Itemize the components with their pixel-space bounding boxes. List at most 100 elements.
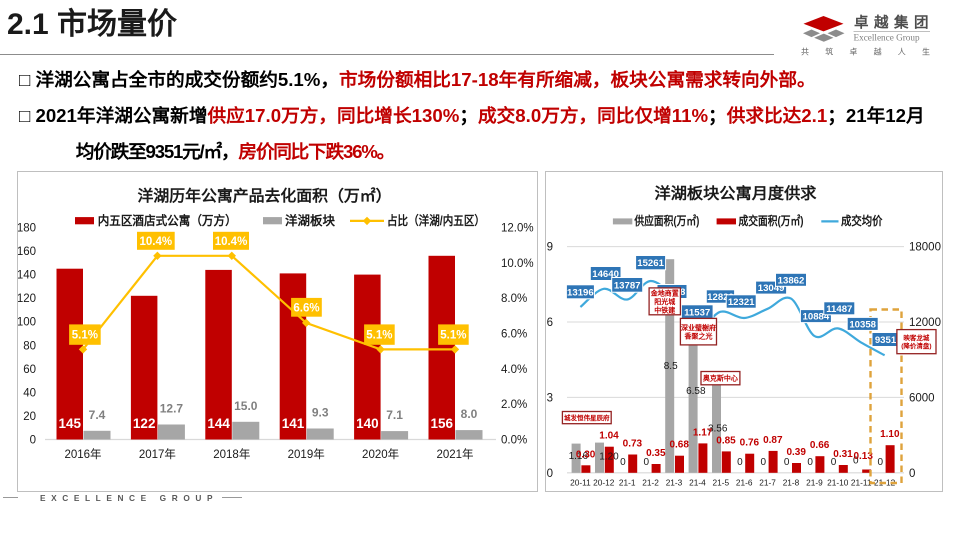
svg-text:奥克斯中心: 奥克斯中心	[703, 373, 738, 382]
svg-text:20-11: 20-11	[570, 477, 591, 487]
svg-text:160: 160	[18, 246, 36, 258]
svg-text:0.66: 0.66	[810, 440, 830, 451]
svg-text:18000: 18000	[909, 241, 941, 253]
svg-text:13862: 13862	[778, 275, 805, 286]
svg-text:洋湖板块公寓月度供求: 洋湖板块公寓月度供求	[655, 183, 818, 202]
svg-text:成交面积(万㎡): 成交面积(万㎡)	[739, 213, 804, 228]
svg-text:深业璧榭府: 深业璧榭府	[681, 322, 716, 331]
svg-text:144: 144	[207, 416, 230, 431]
svg-text:2019年: 2019年	[288, 447, 325, 461]
svg-text:120: 120	[18, 293, 36, 305]
svg-text:21-1: 21-1	[619, 477, 636, 487]
svg-text:21-8: 21-8	[783, 477, 800, 487]
svg-text:3: 3	[547, 392, 553, 404]
svg-text:10.4%: 10.4%	[215, 235, 248, 247]
svg-text:5.1%: 5.1%	[366, 329, 392, 341]
svg-text:0.13: 0.13	[853, 451, 873, 462]
svg-text:1.10: 1.10	[880, 429, 900, 440]
svg-text:100: 100	[18, 316, 36, 328]
svg-text:0.73: 0.73	[623, 438, 643, 449]
svg-text:0.31: 0.31	[833, 449, 853, 460]
svg-text:6: 6	[547, 317, 553, 329]
svg-text:6.0%: 6.0%	[501, 328, 527, 340]
svg-text:141: 141	[282, 416, 305, 431]
svg-text:10.4%: 10.4%	[139, 235, 172, 247]
svg-text:21-7: 21-7	[759, 477, 776, 487]
svg-text:0.39: 0.39	[786, 447, 806, 458]
svg-text:60: 60	[23, 363, 36, 375]
svg-text:15.0: 15.0	[234, 398, 258, 412]
svg-text:0.0%: 0.0%	[501, 434, 527, 446]
svg-text:21-4: 21-4	[689, 477, 706, 487]
svg-text:1.20: 1.20	[599, 451, 619, 462]
svg-text:2017年: 2017年	[139, 447, 176, 461]
svg-text:0.30: 0.30	[576, 449, 596, 460]
svg-text:0: 0	[620, 457, 626, 468]
svg-text:0: 0	[853, 455, 859, 466]
svg-text:0: 0	[737, 457, 743, 468]
svg-text:1.17: 1.17	[693, 427, 713, 438]
svg-text:10884: 10884	[803, 311, 830, 322]
svg-text:21-5: 21-5	[712, 477, 729, 487]
svg-text:10358: 10358	[849, 319, 876, 330]
svg-text:7.1: 7.1	[386, 408, 403, 422]
svg-text:20: 20	[23, 410, 36, 422]
svg-text:21-6: 21-6	[736, 477, 753, 487]
svg-text:中铁建: 中铁建	[654, 305, 676, 314]
svg-text:0.35: 0.35	[646, 448, 666, 459]
svg-text:140: 140	[356, 416, 379, 431]
svg-text:供应面积(万㎡): 供应面积(万㎡)	[634, 213, 700, 228]
svg-text:1.04: 1.04	[599, 430, 619, 441]
svg-text:Excellence Group: Excellence Group	[854, 33, 920, 43]
svg-text:12.0%: 12.0%	[501, 222, 534, 234]
svg-text:12321: 12321	[728, 297, 755, 308]
svg-text:6000: 6000	[909, 392, 935, 404]
svg-text:0.87: 0.87	[763, 434, 783, 445]
svg-text:洋湖历年公寓产品去化面积（万㎡）: 洋湖历年公寓产品去化面积（万㎡）	[138, 186, 392, 205]
svg-text:香聚之光: 香聚之光	[684, 331, 713, 340]
svg-text:0: 0	[878, 457, 884, 468]
svg-text:0: 0	[784, 457, 790, 468]
svg-text:140: 140	[18, 269, 36, 281]
svg-text:0.85: 0.85	[716, 435, 736, 446]
svg-text:2.0%: 2.0%	[501, 399, 527, 411]
svg-text:阳光城: 阳光城	[654, 296, 675, 305]
svg-text:0.68: 0.68	[669, 439, 689, 450]
svg-text:0: 0	[30, 434, 36, 446]
svg-text:2020年: 2020年	[362, 447, 399, 461]
svg-text:8.0%: 8.0%	[501, 293, 527, 305]
svg-text:0: 0	[909, 467, 915, 479]
svg-text:13787: 13787	[614, 280, 641, 291]
svg-text:21-11: 21-11	[851, 477, 872, 487]
svg-text:13049: 13049	[758, 283, 785, 294]
svg-text:6.6%: 6.6%	[293, 302, 319, 314]
svg-text:21-10: 21-10	[827, 477, 849, 487]
svg-text:21-9: 21-9	[806, 477, 823, 487]
svg-text:11487: 11487	[826, 303, 852, 314]
svg-text:145: 145	[59, 416, 82, 431]
svg-text:0: 0	[761, 457, 767, 468]
svg-text:15261: 15261	[637, 258, 664, 269]
svg-text:0.76: 0.76	[740, 437, 760, 448]
svg-text:金地商置: 金地商置	[650, 288, 679, 297]
svg-text:0: 0	[807, 457, 813, 468]
svg-text:8.0: 8.0	[461, 407, 478, 421]
svg-text:21-2: 21-2	[642, 477, 659, 487]
svg-text:180: 180	[18, 222, 36, 234]
svg-text:9.3: 9.3	[312, 405, 329, 419]
svg-text:21-3: 21-3	[666, 477, 683, 487]
svg-text:122: 122	[133, 416, 156, 431]
svg-text:5.1%: 5.1%	[72, 329, 98, 341]
svg-text:8.5: 8.5	[664, 361, 678, 372]
svg-text:7.4: 7.4	[89, 407, 106, 421]
svg-text:9351: 9351	[875, 335, 897, 346]
svg-text:4.0%: 4.0%	[501, 363, 527, 375]
svg-text:内五区酒店式公寓（万方）: 内五区酒店式公寓（万方）	[98, 213, 237, 228]
svg-text:12000: 12000	[909, 317, 941, 329]
svg-text:占比（洋湖/内五区）: 占比（洋湖/内五区）	[387, 213, 485, 228]
svg-text:13196: 13196	[567, 287, 594, 298]
svg-text:城发恒伟星辰府: 城发恒伟星辰府	[564, 412, 610, 421]
svg-text:12820: 12820	[707, 292, 734, 303]
svg-text:10.0%: 10.0%	[501, 257, 534, 269]
svg-text:6.58: 6.58	[686, 386, 706, 397]
